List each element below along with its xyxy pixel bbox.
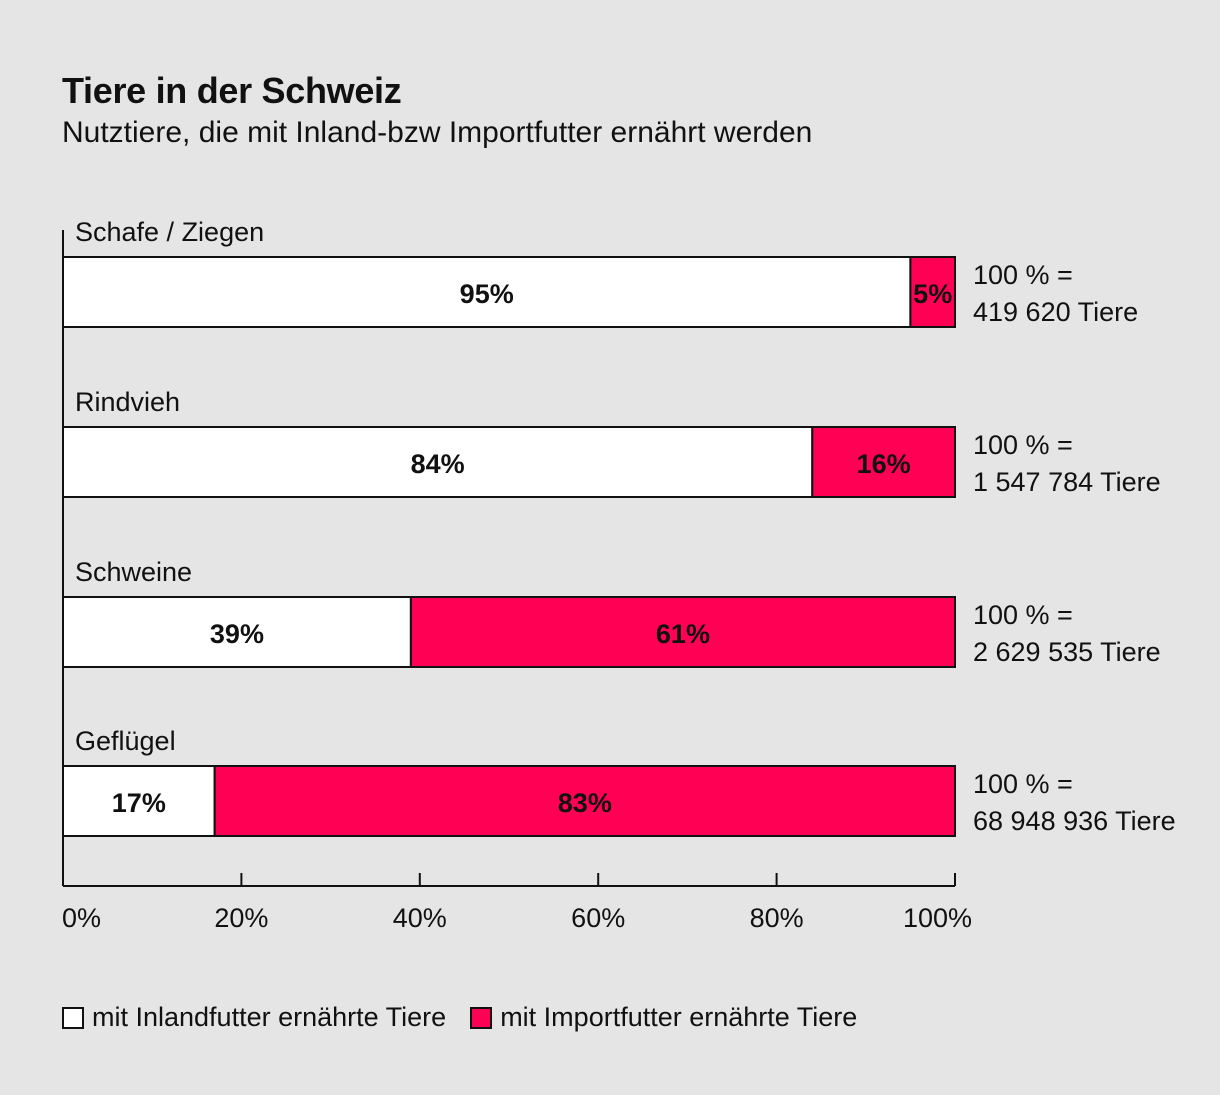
bar-segment [62,426,814,498]
legend-label-inland: mit Inlandfutter ernährte Tiere [92,1002,447,1032]
legend-swatch-import [470,1006,493,1029]
data-label: 17% [112,788,166,818]
data-label: 39% [210,619,264,649]
total-label: 100 % = [973,260,1073,290]
bar-segment [62,596,412,668]
data-label: 5% [913,279,952,309]
x-tick-label: 60% [571,903,625,933]
x-tick-label: 100% [903,903,972,933]
x-tick-label: 40% [393,903,447,933]
bar-segment [62,256,912,328]
chart-title: Tiere in der Schweiz [62,70,402,111]
data-label: 84% [411,449,465,479]
data-label: 16% [857,449,911,479]
legend-item-inland: mit Inlandfutter ernährte Tiere [62,1002,446,1033]
legend-label-import: mit Importfutter ernährte Tiere [500,1002,858,1032]
total-label: 100 % = [973,769,1073,799]
total-value: 68 948 936 Tiere [973,806,1176,836]
bar-segment [213,765,956,837]
total-value: 1 547 784 Tiere [973,467,1161,497]
total-value: 2 629 535 Tiere [973,637,1161,667]
total-label: 100 % = [973,600,1073,630]
category-label: Schafe / Ziegen [75,217,264,247]
legend: mit Inlandfutter ernährte Tiere mit Impo… [62,1002,881,1033]
data-label: 61% [656,619,710,649]
legend-swatch-inland [62,1006,84,1029]
legend-item-import: mit Importfutter ernährte Tiere [470,1002,857,1033]
bar-segment [811,426,957,498]
category-label: Geflügel [75,726,176,756]
bar-segment [909,256,957,328]
x-tick-label: 0% [62,903,101,933]
category-label: Schweine [75,557,192,587]
x-tick-label: 80% [750,903,804,933]
bar-segment [62,765,216,837]
chart-subtitle: Nutztiere, die mit Inland-bzw Importfutt… [62,116,813,149]
total-label: 100 % = [973,430,1073,460]
total-value: 419 620 Tiere [973,297,1138,327]
bar-segment [409,596,956,668]
x-tick-label: 20% [214,903,268,933]
category-label: Rindvieh [75,387,180,417]
data-label: 95% [460,279,514,309]
data-label: 83% [558,788,612,818]
